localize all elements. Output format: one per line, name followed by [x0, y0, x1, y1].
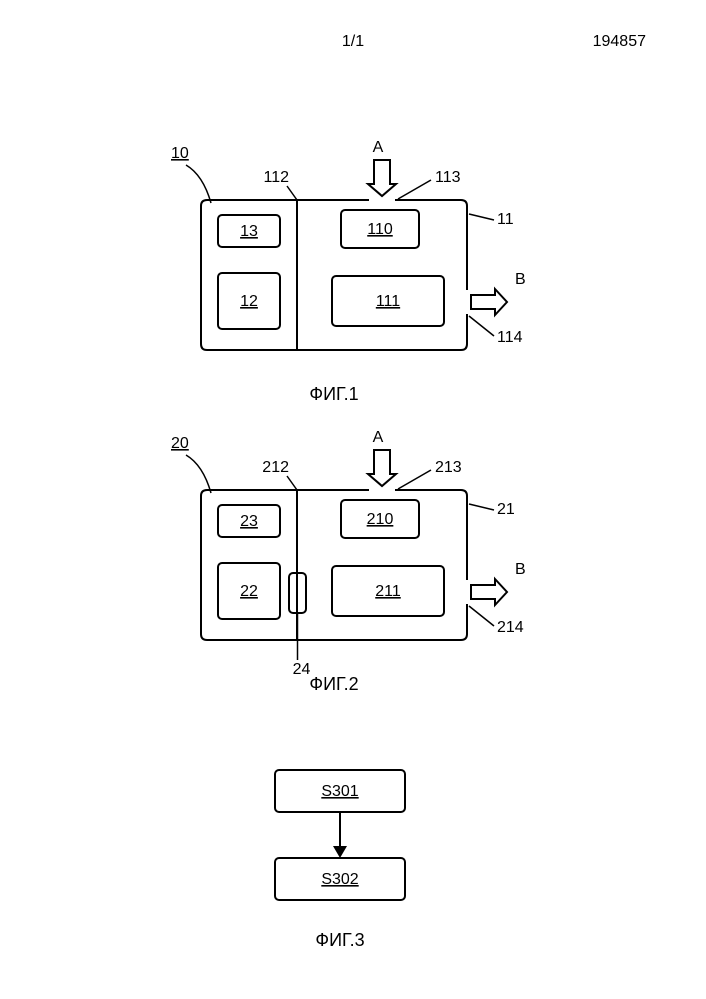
lbl-step-1: S301 [321, 783, 358, 800]
arrow-right [471, 289, 507, 315]
leader-outer [469, 504, 494, 510]
lbl-outer: 21 [497, 501, 515, 518]
caption: ФИГ.2 [309, 674, 358, 694]
lbl-extra: 24 [293, 661, 311, 678]
ref-10: 10 [171, 145, 189, 162]
lbl-port-right: 114 [497, 329, 523, 346]
lbl-right-top: 210 [367, 511, 394, 528]
lbl-right-bottom: 111 [376, 293, 400, 310]
arrow-top [368, 450, 396, 486]
arrow-right-label: B [515, 561, 526, 578]
leader-outer [469, 214, 494, 220]
leader-port-top [398, 470, 431, 489]
leader-10 [186, 165, 211, 203]
lbl-left-top: 23 [240, 513, 258, 530]
caption: ФИГ.1 [309, 384, 358, 404]
arrow-top-label: A [373, 139, 384, 156]
flow-arrow-head [333, 846, 347, 858]
lbl-port-top: 113 [435, 169, 461, 186]
lbl-left-top: 13 [240, 223, 258, 240]
leader-divider [287, 476, 297, 490]
leader-port-top [398, 180, 431, 199]
arrow-top-label: A [373, 429, 384, 446]
lbl-right-top: 110 [367, 221, 393, 238]
lbl-step-2: S302 [321, 871, 358, 888]
arrow-right-label: B [515, 271, 526, 288]
lbl-port-top: 213 [435, 459, 462, 476]
leader-20 [186, 455, 211, 493]
leader-port-right [469, 606, 494, 626]
lbl-right-bottom: 211 [375, 583, 401, 600]
ref-20: 20 [171, 435, 189, 452]
arrow-right [471, 579, 507, 605]
lbl-outer: 11 [497, 211, 514, 228]
arrow-top [368, 160, 396, 196]
page-number: 1/1 [342, 33, 364, 50]
lbl-left-bottom: 22 [240, 583, 258, 600]
lbl-left-bottom: 12 [240, 293, 258, 310]
lbl-port-right: 214 [497, 619, 524, 636]
caption-3: ФИГ.3 [315, 930, 364, 950]
leader-port-right [469, 316, 494, 336]
doc-number: 194857 [593, 33, 646, 50]
leader-divider [287, 186, 297, 200]
lbl-divider: 212 [262, 459, 289, 476]
lbl-divider: 112 [263, 169, 289, 186]
